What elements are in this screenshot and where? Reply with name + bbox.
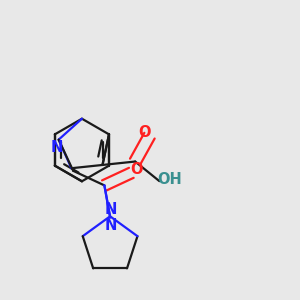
- Text: O: O: [139, 125, 151, 140]
- Text: N: N: [105, 202, 117, 217]
- Text: N: N: [51, 140, 63, 155]
- Text: O: O: [130, 162, 142, 177]
- Text: N: N: [104, 218, 117, 232]
- Text: OH: OH: [158, 172, 182, 187]
